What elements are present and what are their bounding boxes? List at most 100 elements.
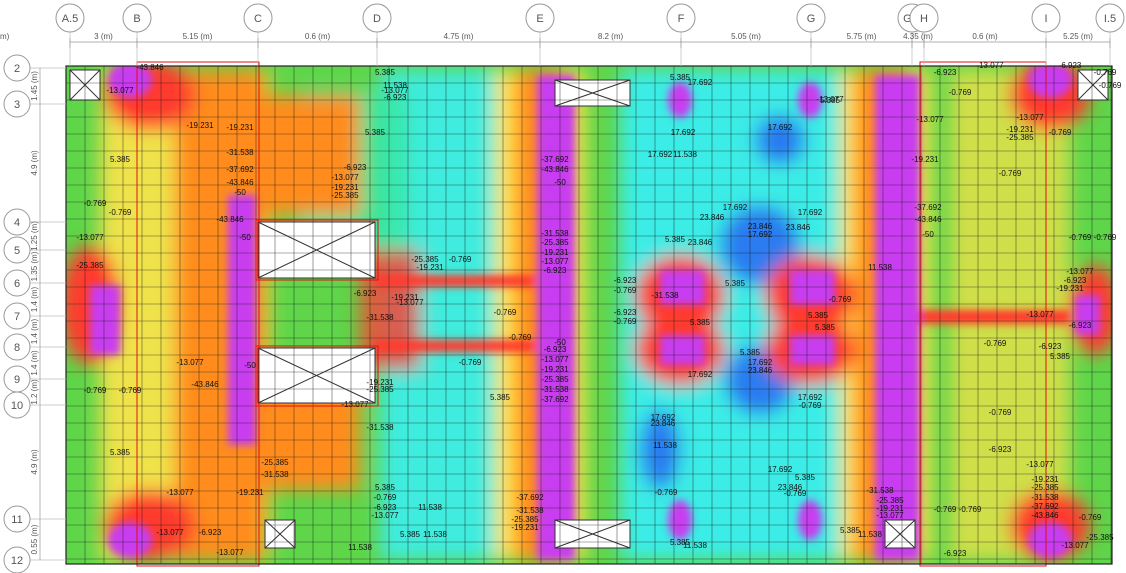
contour-value-label: -25.385 (411, 255, 439, 264)
contour-value-label: 5.385 (400, 530, 421, 539)
contour-value-label: -0.769 (614, 286, 637, 295)
contour-value-label: -13.077 (541, 257, 569, 266)
slab-outline (65, 65, 1113, 565)
row-label: 3 (14, 99, 20, 111)
contour-value-label: 11.538 (348, 543, 372, 552)
contour-value-label: -31.538 (226, 148, 254, 157)
contour-value-label: -25.385 (1086, 533, 1114, 542)
contour-value-label: -19.231 (541, 365, 569, 374)
contour-value-label: -0.769 (959, 505, 982, 514)
row-spacing-label: 0.55 (m) (30, 524, 39, 554)
contour-value-label: -0.769 (494, 308, 517, 317)
contour-value-label: -25.385 (511, 515, 539, 524)
opening-cross-icon (884, 519, 916, 549)
contour-value-label: 17.692 (748, 230, 773, 239)
contour-value-label: 17.692 (723, 203, 748, 212)
contour-value-label: -0.769 (934, 505, 957, 514)
contour-value-label: -0.769 (459, 358, 482, 367)
contour-value-label: 5.385 (1050, 352, 1071, 361)
contour-value-label: -19.231 (416, 263, 444, 272)
contour-value-label: -6.923 (944, 549, 967, 558)
column-label: E (536, 13, 543, 25)
contour-value-label: -50 (922, 230, 934, 239)
contour-value-label: -13.077 (876, 511, 904, 520)
contour-value-label: 5.385 (365, 128, 386, 137)
contour-value-label: 11.538 (653, 441, 677, 450)
contour-value-label: -37.692 (914, 203, 942, 212)
contour-value-label: -13.077 (76, 233, 104, 242)
contour-value-label: 23.846 (778, 483, 803, 492)
column-label: I (1044, 13, 1047, 25)
column-label: D (373, 13, 381, 25)
column-bubble (796, 3, 826, 33)
contour-value-label: -13.077 (176, 358, 204, 367)
contour-value-label: 11.538 (673, 150, 697, 159)
contour-value-label: -0.769 (84, 199, 107, 208)
contour-value-label: -31.538 (541, 385, 569, 394)
contour-value-label: -6.923 (544, 266, 567, 275)
contour-value-label: -0.769 (655, 488, 678, 497)
contour-value-label: -19.231 (226, 123, 254, 132)
opening-cross-icon (554, 519, 631, 549)
contour-value-label: 23.846 (688, 238, 713, 247)
column-bubble (525, 3, 555, 33)
contour-value-label: -37.692 (541, 155, 569, 164)
contour-value-label: 5.385 (110, 155, 131, 164)
contour-value-label: -31.538 (651, 291, 679, 300)
contour-value-label: -19.231 (391, 293, 419, 302)
contour-value-label: 5.385 (725, 279, 746, 288)
contour-value-label: -6.923 (934, 68, 957, 77)
contour-value-label: -43.846 (1031, 511, 1059, 520)
column-label: A.5 (62, 13, 79, 25)
contour-value-label: 23.846 (786, 223, 811, 232)
contour-value-label: 11.538 (418, 503, 442, 512)
row-spacing-label: 1.4 (m) (30, 287, 39, 313)
contour-value-label: -0.769 (509, 333, 532, 342)
contour-value-label: -43.846 (136, 63, 164, 72)
contour-labels: -43.846-13.077-19.231 -19.231-31.538-37.6… (76, 61, 1121, 558)
column-spacing-label: 0.6 (m) (972, 32, 998, 41)
contour-value-label: -37.692 (541, 395, 569, 404)
contour-value-label: -0.769 (84, 386, 107, 395)
row-bubble (3, 54, 31, 82)
contour-value-label: -19.231 (366, 378, 394, 387)
contour-value-label: -0.769 (1094, 233, 1117, 242)
column-label: B (133, 13, 140, 25)
contour-value-label: 11.538 (683, 541, 707, 550)
contour-value-label: -31.538 (866, 486, 894, 495)
contour-value-label: -37.692 (516, 493, 544, 502)
contour-value-label: -0.769 (784, 489, 807, 498)
contour-value-label: -25.385 (331, 191, 359, 200)
contour-value-label: -6.923 (384, 93, 407, 102)
contour-value-label: -19.231 (1056, 284, 1084, 293)
row-bubble (3, 391, 31, 419)
contour-value-label: -0.769 (1099, 81, 1122, 90)
contour-value-label: -50 (554, 338, 566, 347)
contour-value-label: 5.385 (820, 96, 841, 105)
column-bubble (666, 3, 696, 33)
contour-value-label: -6.923 (1039, 342, 1062, 351)
contour-value-label: 23.846 (748, 366, 773, 375)
contour-value-label: 23.846 (748, 222, 773, 231)
contour-value-label: -43.846 (191, 380, 219, 389)
contour-value-label: 17.692 (651, 413, 676, 422)
contour-value-label: 5.385 (808, 311, 829, 320)
contour-value-label: 5.385 (740, 348, 761, 357)
opening-cross-icon (257, 221, 376, 279)
contour-value-label: 5.385 (375, 68, 396, 77)
contour-value-label: 17.692 (688, 78, 713, 87)
row-label: 2 (14, 63, 20, 75)
row-spacing-label: 1.35 (m) (30, 251, 39, 281)
column-spacing-label: 5.05 (m) (731, 32, 761, 41)
row-spacing-label: 4.9 (m) (30, 150, 39, 176)
contour-value-label: -0.769 (1094, 68, 1117, 77)
contour-value-label: -6.923 (614, 308, 637, 317)
contour-value-label: -37.692 (226, 165, 254, 174)
row-label: 7 (14, 311, 20, 323)
row-label: 6 (14, 278, 20, 290)
contour-value-label: -13.077 (1066, 267, 1094, 276)
contour-value-label: -6.923 (1064, 276, 1087, 285)
contour-value-label: -13.077 (976, 61, 1004, 70)
contour-value-label: -19.231 (911, 155, 939, 164)
contour-value-label: 23.846 (651, 419, 676, 428)
